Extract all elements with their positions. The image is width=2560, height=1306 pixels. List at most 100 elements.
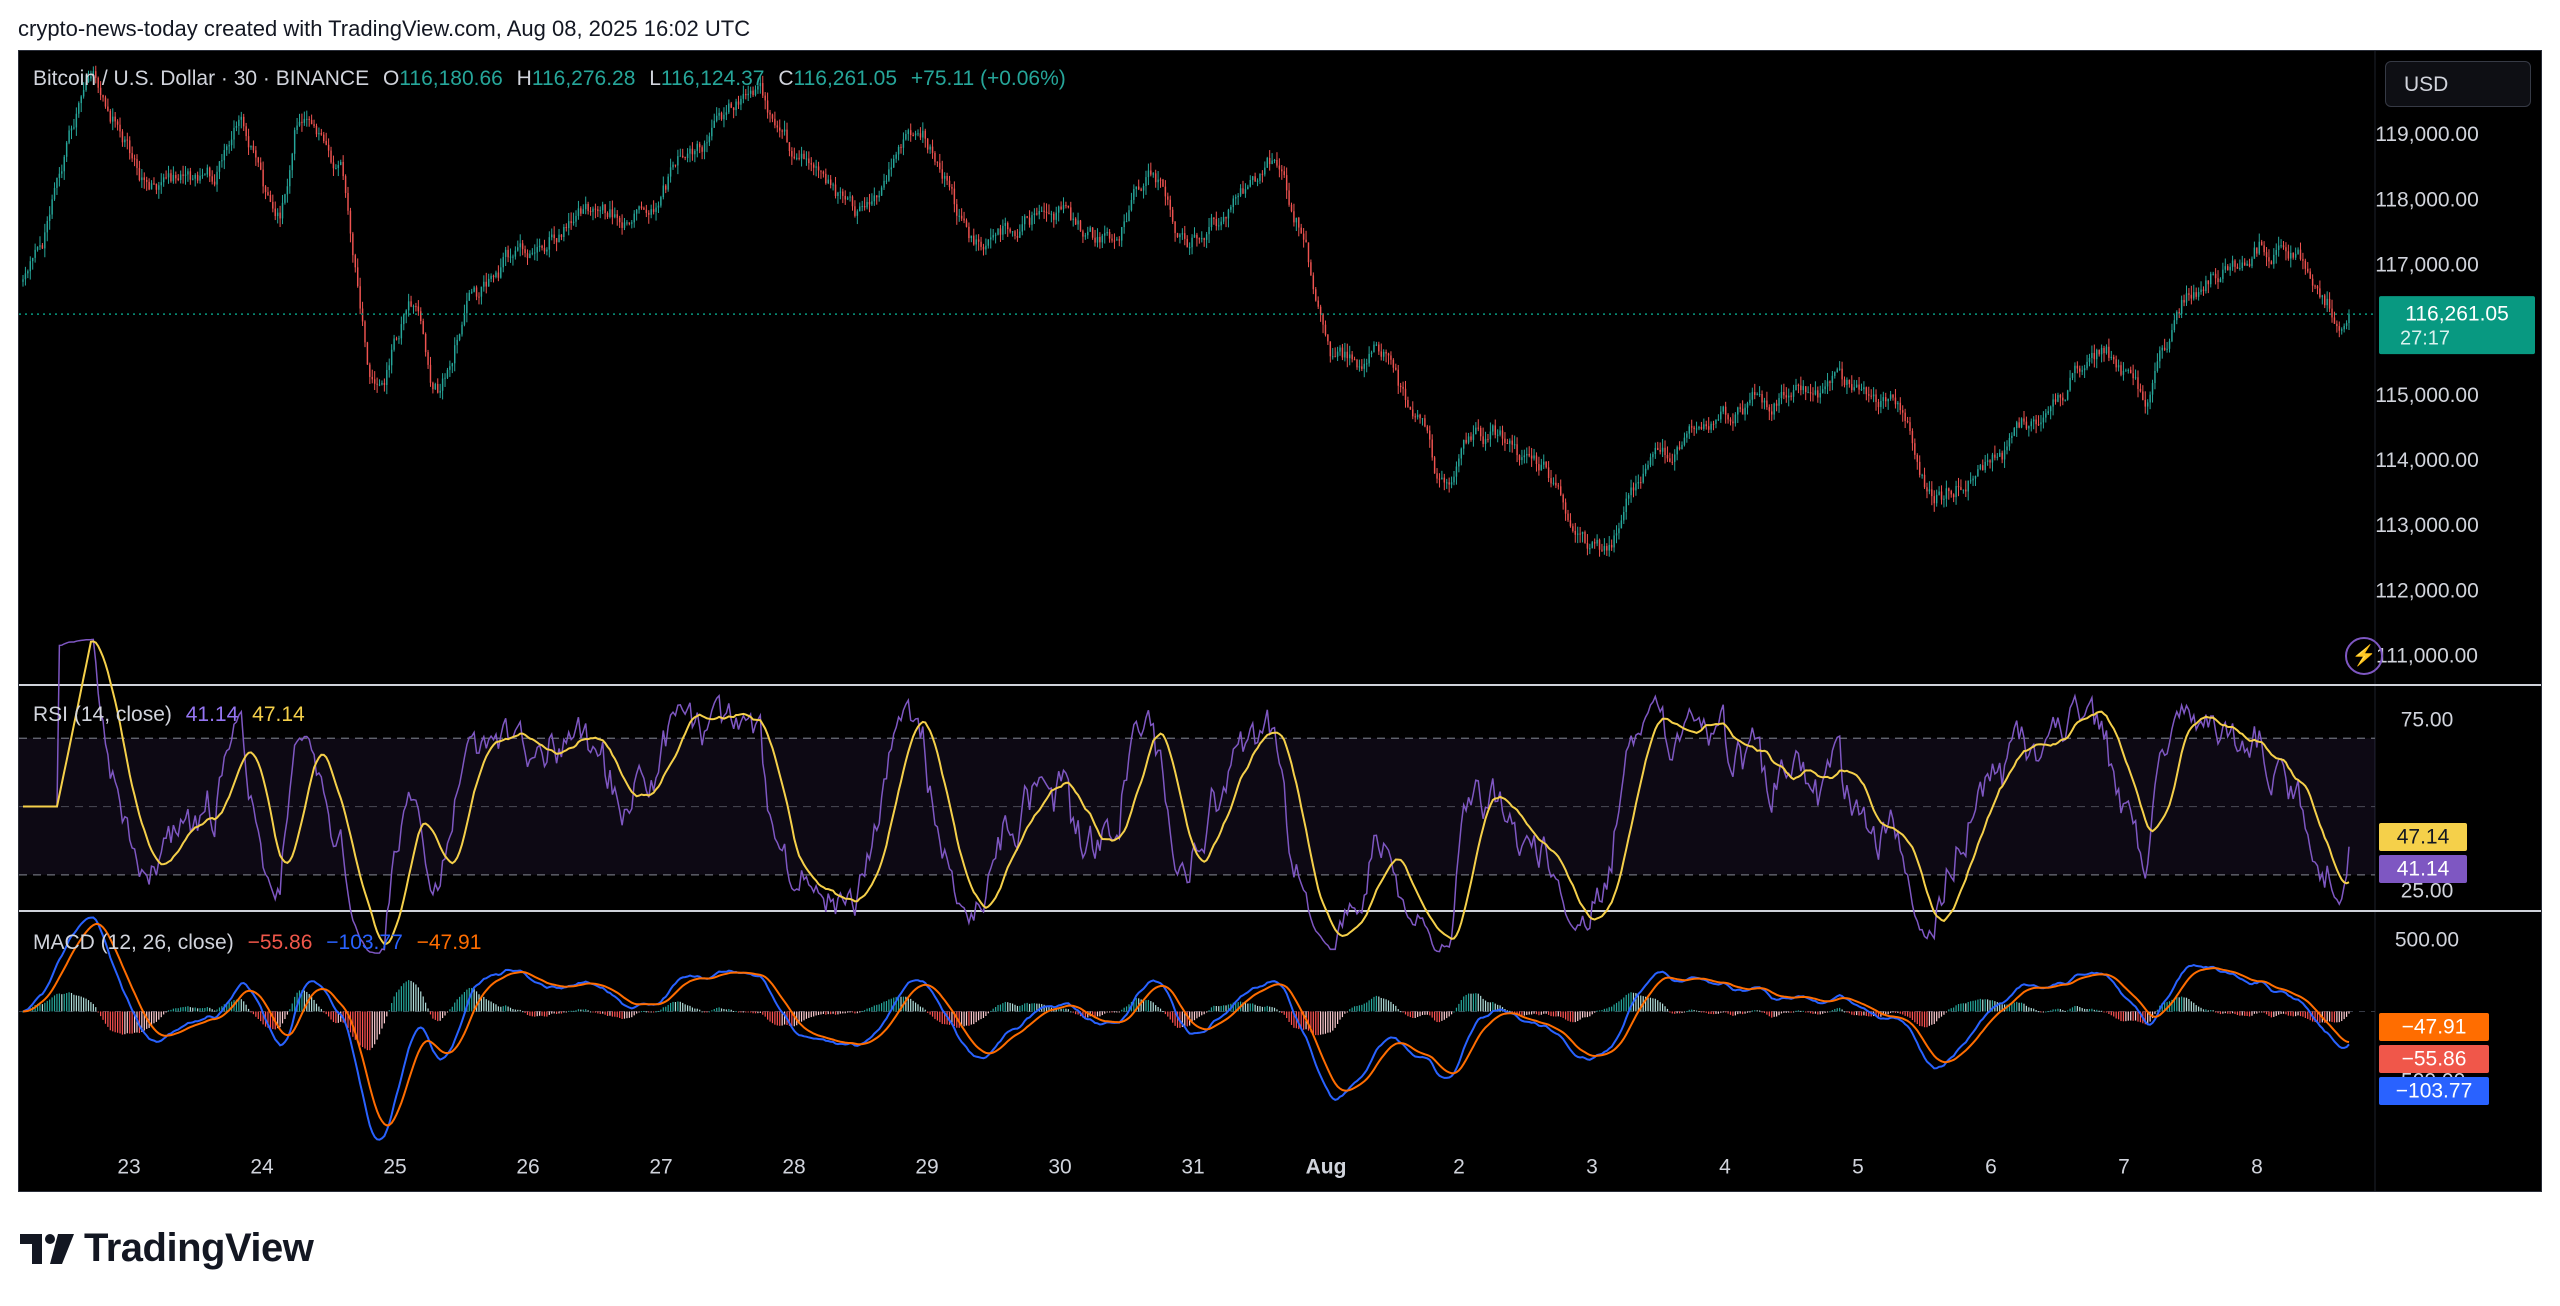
candle-body <box>1222 216 1225 222</box>
macd-hist-bar <box>2113 1011 2115 1017</box>
candle-body <box>1620 520 1623 529</box>
macd-hist-bar <box>1807 1011 1809 1013</box>
macd-hist-bar <box>1856 1011 1858 1016</box>
macd-hist-bar <box>922 1007 924 1012</box>
candle-body <box>2193 292 2195 299</box>
macd-hist-bar <box>2110 1011 2112 1016</box>
candle-body <box>1157 179 1159 183</box>
candle-body <box>1661 447 1664 452</box>
candle-body <box>2248 263 2251 267</box>
candle-body <box>2120 365 2122 375</box>
candle-body <box>1812 393 1814 395</box>
macd-hist-bar <box>347 1011 349 1029</box>
macd-hist-bar <box>1999 1002 2001 1012</box>
macd-hist-bar <box>1657 1000 1659 1012</box>
candle-body <box>369 364 371 377</box>
candle-body <box>640 206 643 209</box>
candle-body <box>1751 392 1754 400</box>
currency-button[interactable]: USD <box>2385 61 2531 107</box>
candle-body <box>2083 368 2086 371</box>
macd-hist-bar <box>1885 1011 1887 1016</box>
macd-title[interactable]: MACD (12, 26, close) <box>33 931 234 954</box>
macd-hist-bar <box>2074 1005 2076 1012</box>
macd-hist-bar <box>881 1003 883 1012</box>
candle-body <box>791 150 793 157</box>
macd-hist-bar <box>461 994 463 1012</box>
candle-body <box>774 118 776 126</box>
candle-body <box>315 125 318 135</box>
candle-body <box>677 156 679 166</box>
candle-body <box>1344 351 1346 358</box>
macd-hist-bar <box>1475 993 1477 1012</box>
candle-body <box>1965 489 1967 492</box>
macd-hist-bar <box>1792 1011 1795 1013</box>
time-tick-label: 4 <box>1719 1156 1731 1179</box>
macd-hist-bar <box>910 998 912 1012</box>
macd-hist-bar <box>1732 1011 1734 1016</box>
macd-hist-bar <box>1358 1005 1361 1012</box>
price-tick-label: 115,000.00 <box>2375 384 2479 407</box>
chart-frame[interactable]: 111,000.00 112,000.00 113,000.00 114,000.00… <box>18 50 2542 1192</box>
candle-body <box>958 215 960 217</box>
chart-canvas[interactable]: 111,000.00112,000.00113,000.00114,000.00… <box>19 51 2542 1192</box>
macd-hist-bar <box>689 1005 691 1012</box>
rsi-title[interactable]: RSI (14, close) <box>33 703 172 726</box>
macd-hist-bar <box>1788 1011 1790 1013</box>
candle-body <box>2212 273 2214 275</box>
candle-body <box>310 119 313 125</box>
candle-body <box>587 203 589 212</box>
symbol-title[interactable]: Bitcoin / U.S. Dollar · 30 · BINANCE <box>33 67 370 90</box>
macd-hist-bar <box>1283 1011 1285 1015</box>
candle-body <box>1465 439 1467 443</box>
lightning-icon[interactable]: ⚡ <box>2345 637 2383 675</box>
candle-body <box>1625 498 1627 512</box>
macd-hist-bar <box>1487 1002 1489 1012</box>
candle-body <box>1329 341 1332 357</box>
candle-body <box>1698 426 1700 429</box>
candle-body <box>451 363 454 367</box>
candle-body <box>1882 397 1885 401</box>
macd-hist-bar <box>674 1002 677 1012</box>
candle-body <box>342 161 344 177</box>
macd-hist-bar <box>1540 1011 1542 1015</box>
candle-body <box>1860 389 1863 391</box>
macd-hist-bar <box>1286 1011 1288 1019</box>
macd-hist-bar <box>1218 1006 1220 1012</box>
macd-hist-bar <box>1210 1007 1213 1012</box>
macd-hist-bar <box>109 1011 111 1031</box>
candle-body <box>800 153 803 159</box>
candle-body <box>1518 455 1521 461</box>
candle-body <box>752 90 754 96</box>
macd-hist-bar <box>199 1008 201 1012</box>
macd-hist-bar <box>914 1002 917 1012</box>
macd-hist-bar <box>919 1006 922 1012</box>
candle-body <box>1909 422 1911 431</box>
macd-hist-bar <box>458 996 461 1012</box>
macd-hist-bar <box>1417 1011 1419 1017</box>
candle-body <box>475 287 478 297</box>
macd-hist-bar <box>1186 1011 1188 1027</box>
macd-hist-bar <box>330 1011 332 1020</box>
macd-hist-bar <box>1979 998 1981 1012</box>
macd-hist-bar <box>1586 1011 1589 1018</box>
candle-body <box>1341 347 1344 358</box>
candle-body <box>1363 363 1365 369</box>
candle-body <box>2285 247 2287 252</box>
macd-hist-bar <box>138 1011 141 1034</box>
macd-hist-bar <box>104 1011 107 1024</box>
macd-hist-bar <box>905 996 907 1012</box>
macd-hist-bar <box>1543 1011 1545 1014</box>
macd-hist-bar <box>505 1005 507 1012</box>
macd-hist-bar <box>604 1011 606 1015</box>
candle-body <box>1147 170 1150 178</box>
candle-body <box>403 314 405 325</box>
candle-body <box>70 128 73 131</box>
candle-body <box>2270 261 2273 265</box>
candle-body <box>2207 280 2210 285</box>
candle-body <box>1914 443 1916 455</box>
macd-hist-bar <box>997 1004 999 1012</box>
candle-body <box>1848 379 1851 385</box>
candle-body <box>1346 351 1349 359</box>
macd-hist-bar <box>587 1010 589 1012</box>
macd-value: −55.86 <box>247 931 313 954</box>
